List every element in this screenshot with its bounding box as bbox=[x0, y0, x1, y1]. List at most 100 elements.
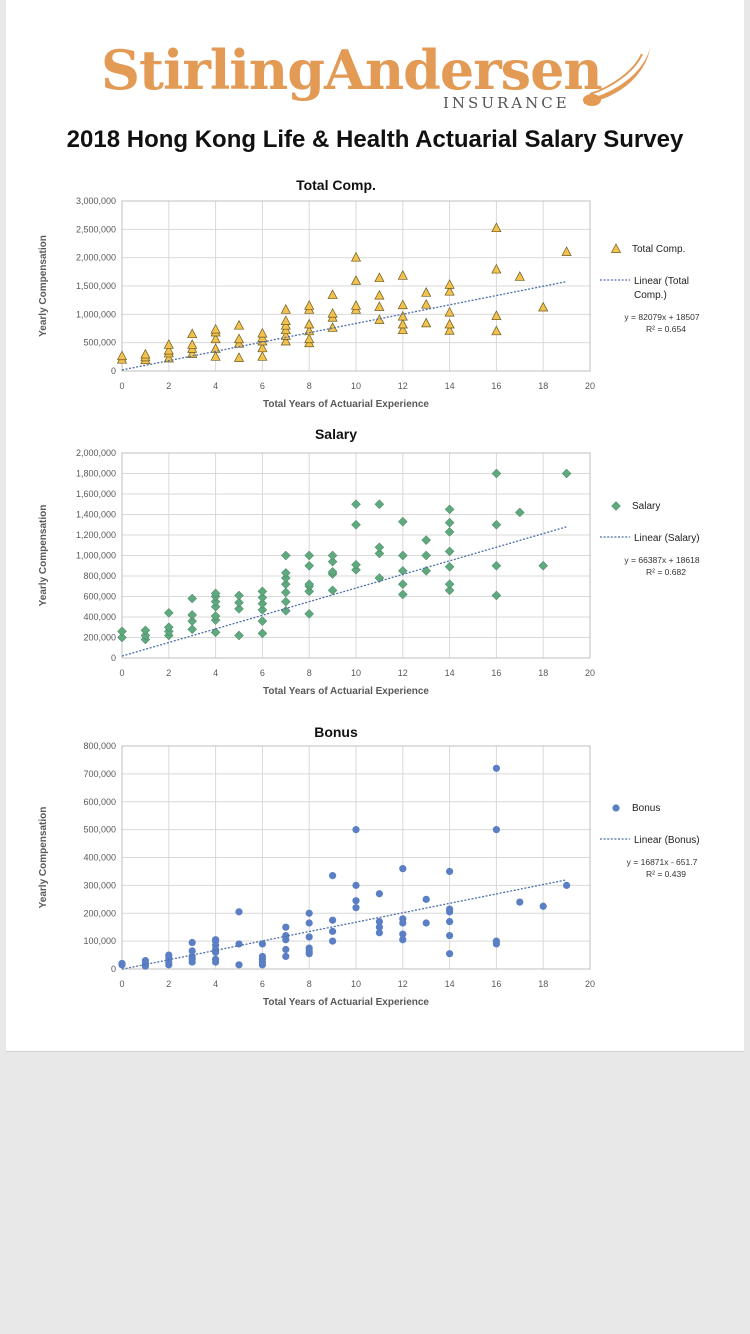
chart1-ytick: 0 bbox=[111, 653, 116, 663]
chart0-point bbox=[350, 251, 362, 262]
chart2-point bbox=[282, 923, 290, 931]
chart1-point bbox=[421, 550, 432, 561]
chart1-point bbox=[280, 596, 291, 607]
chart2-xtick: 4 bbox=[213, 979, 218, 989]
chart1-ytick: 200,000 bbox=[83, 633, 116, 643]
chart1-ytick: 1,000,000 bbox=[76, 551, 116, 561]
chart2-point bbox=[212, 936, 220, 944]
chart1-point bbox=[280, 568, 291, 578]
document-title: 2018 Hong Kong Life & Health Actuarial S… bbox=[66, 126, 684, 153]
chart0-ytick: 2,500,000 bbox=[76, 224, 116, 234]
chart0-xtick: 12 bbox=[398, 381, 408, 391]
chart2-ytick: 400,000 bbox=[83, 853, 116, 863]
chart2-legend-trend: Linear (Bonus) bbox=[634, 835, 700, 846]
chart2-point bbox=[399, 930, 407, 938]
chart1-ytick: 1,800,000 bbox=[76, 469, 116, 479]
chart2-ytick: 700,000 bbox=[83, 769, 116, 779]
chart1-ytick: 400,000 bbox=[83, 612, 116, 622]
chart0-point bbox=[210, 323, 221, 334]
chart1-point bbox=[163, 608, 174, 618]
chart2-ytick: 100,000 bbox=[83, 936, 116, 946]
chart2-point bbox=[516, 898, 524, 906]
chart1-point bbox=[491, 519, 502, 530]
chart1-equation: y = 66387x + 18618 bbox=[624, 555, 699, 565]
chart0-point bbox=[444, 318, 455, 329]
chart0-point bbox=[514, 271, 525, 281]
chart2-point bbox=[446, 950, 454, 958]
chart0-xtick: 16 bbox=[491, 381, 501, 391]
chart0-point bbox=[163, 344, 174, 355]
chart2-point bbox=[282, 945, 290, 954]
chart0-point bbox=[163, 339, 174, 349]
chart0-point bbox=[163, 352, 174, 363]
chart0-point bbox=[257, 351, 268, 361]
chart2-point bbox=[212, 955, 220, 963]
chart2-point bbox=[492, 937, 500, 945]
chart2-xtick: 18 bbox=[538, 979, 548, 989]
chart2-point bbox=[492, 826, 500, 834]
chart2-ytick: 0 bbox=[111, 964, 116, 974]
chart1-point bbox=[397, 550, 408, 561]
chart2-xtick: 10 bbox=[351, 979, 361, 989]
chart2-point bbox=[446, 918, 454, 926]
chart1-point bbox=[351, 499, 361, 510]
chart2-ytick: 500,000 bbox=[83, 825, 116, 835]
chart1-legend-series: Salary bbox=[632, 501, 660, 512]
chart0-point bbox=[187, 328, 198, 339]
chart0-xtick: 20 bbox=[585, 381, 595, 391]
chart2-point bbox=[399, 865, 407, 873]
chart1-point bbox=[280, 573, 291, 583]
chart0-legend-marker bbox=[610, 243, 622, 253]
chart1-point bbox=[187, 593, 198, 604]
chart0-point bbox=[350, 275, 362, 285]
chart0-point bbox=[350, 300, 362, 310]
chart2-point bbox=[352, 826, 360, 834]
chart1-point bbox=[210, 588, 221, 599]
chart1-point bbox=[327, 585, 338, 596]
chart1-point bbox=[374, 499, 385, 510]
logo-wordmark: StirlingAndersen bbox=[101, 38, 603, 102]
chart1-xtick: 20 bbox=[585, 668, 595, 678]
chart1-point bbox=[280, 587, 291, 598]
chart2-point bbox=[446, 931, 454, 940]
chart1-point bbox=[234, 590, 244, 601]
chart2-point bbox=[375, 918, 383, 926]
chart0-point bbox=[561, 246, 572, 256]
chart2-point bbox=[235, 961, 243, 969]
chart1-point bbox=[491, 560, 502, 571]
chart1-point bbox=[351, 559, 361, 570]
chart1-point bbox=[234, 603, 244, 614]
chart0-point bbox=[187, 339, 198, 349]
chart0-point bbox=[397, 318, 408, 329]
chart1-point bbox=[280, 579, 291, 590]
chart0-point bbox=[210, 333, 221, 344]
chart1-legend-trend: Linear (Salary) bbox=[634, 533, 700, 544]
chart1-point bbox=[210, 596, 221, 607]
chart0-point bbox=[140, 348, 151, 359]
chart1-ytick: 1,400,000 bbox=[76, 510, 116, 520]
chart0-ytick: 3,000,000 bbox=[76, 196, 116, 206]
chart0-point bbox=[397, 324, 408, 335]
chart2-point bbox=[305, 919, 313, 927]
chart0-equation: y = 82079x + 18507 bbox=[624, 312, 699, 322]
chart1-point bbox=[444, 561, 455, 572]
chart0-ytick: 500,000 bbox=[83, 338, 116, 348]
chart0-point bbox=[304, 318, 315, 329]
chart1-point bbox=[117, 626, 127, 637]
chart1-ytick: 2,000,000 bbox=[76, 448, 116, 458]
chart1-point bbox=[117, 632, 127, 643]
chart1-point bbox=[234, 597, 244, 608]
chart0-point bbox=[374, 289, 385, 300]
chart2-point bbox=[305, 909, 313, 917]
chart0-point bbox=[116, 350, 128, 361]
chart1-point bbox=[397, 579, 408, 590]
chart1-point bbox=[514, 507, 525, 518]
chart1-point bbox=[140, 625, 151, 636]
chart2-ytick: 300,000 bbox=[83, 880, 116, 890]
chart2-point bbox=[258, 952, 266, 961]
chart0-point bbox=[304, 300, 315, 310]
chart1-ytick: 800,000 bbox=[83, 571, 116, 581]
chart1-xtick: 0 bbox=[119, 668, 124, 678]
chart0-point bbox=[374, 301, 385, 311]
chart0-xlabel: Total Years of Actuarial Experience bbox=[263, 399, 429, 410]
